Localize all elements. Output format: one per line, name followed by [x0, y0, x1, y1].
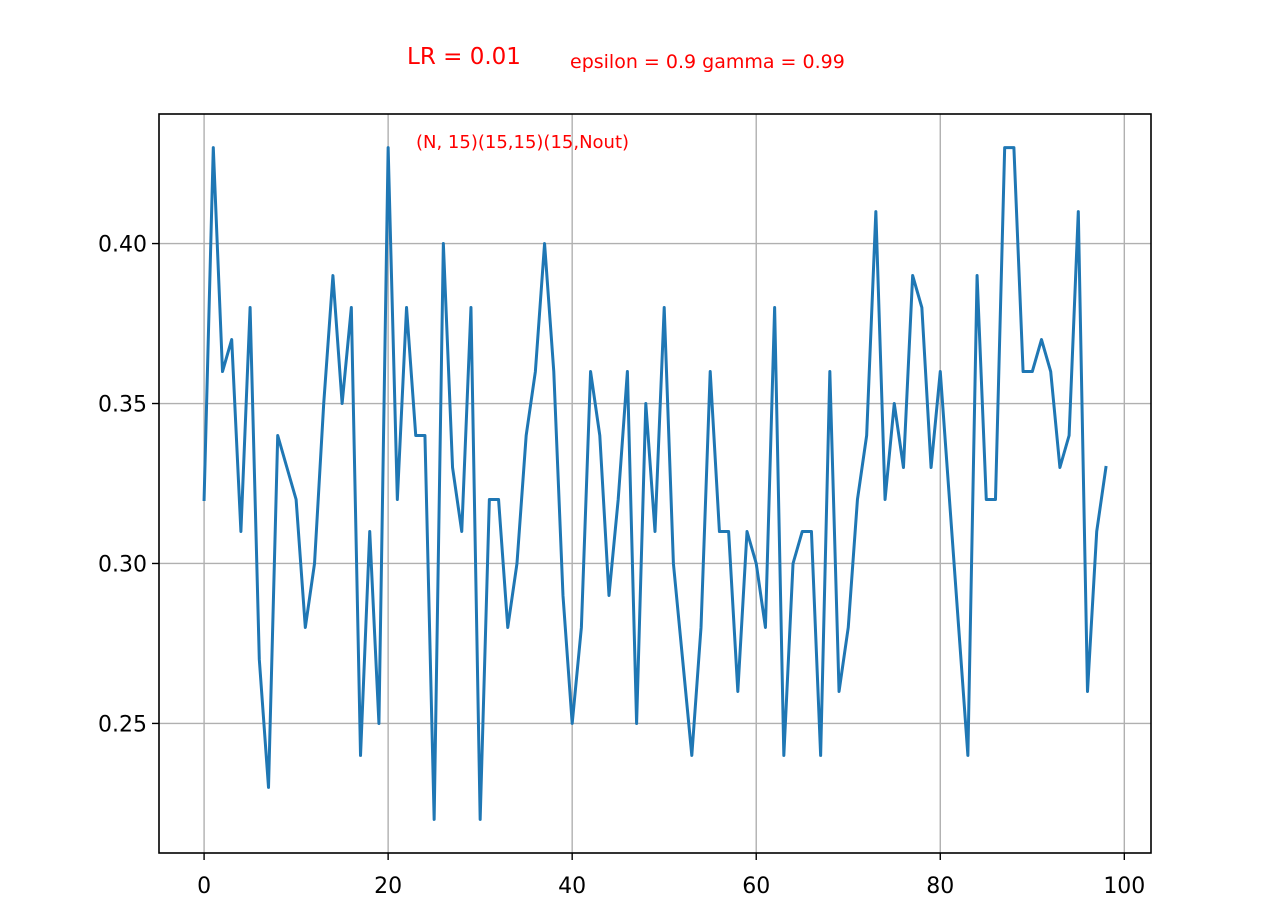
x-tick-label: 100 [1103, 874, 1145, 899]
x-tick-label: 80 [926, 874, 954, 899]
series-layer [202, 146, 1108, 821]
axis-ticks: 0 20 40 60 80 100 0.25 0.30 0.35 0.40 [98, 233, 1145, 899]
series-line [202, 146, 1108, 821]
axes-frame [158, 113, 1152, 854]
x-tick-label: 0 [197, 874, 211, 899]
params-annotation: epsilon = 0.9 gamma = 0.99 [570, 51, 845, 73]
x-tick-label: 40 [558, 874, 586, 899]
architecture-annotation: (N, 15)(15,15)(15,Nout) [416, 132, 630, 153]
lr-annotation: LR = 0.01 [407, 44, 521, 70]
x-tick-label: 60 [742, 874, 770, 899]
x-tick-label: 20 [374, 874, 402, 899]
y-tick-label: 0.40 [98, 233, 147, 258]
y-tick-label: 0.35 [98, 393, 147, 418]
y-tick-label: 0.25 [98, 712, 147, 737]
y-tick-label: 0.30 [98, 552, 147, 577]
